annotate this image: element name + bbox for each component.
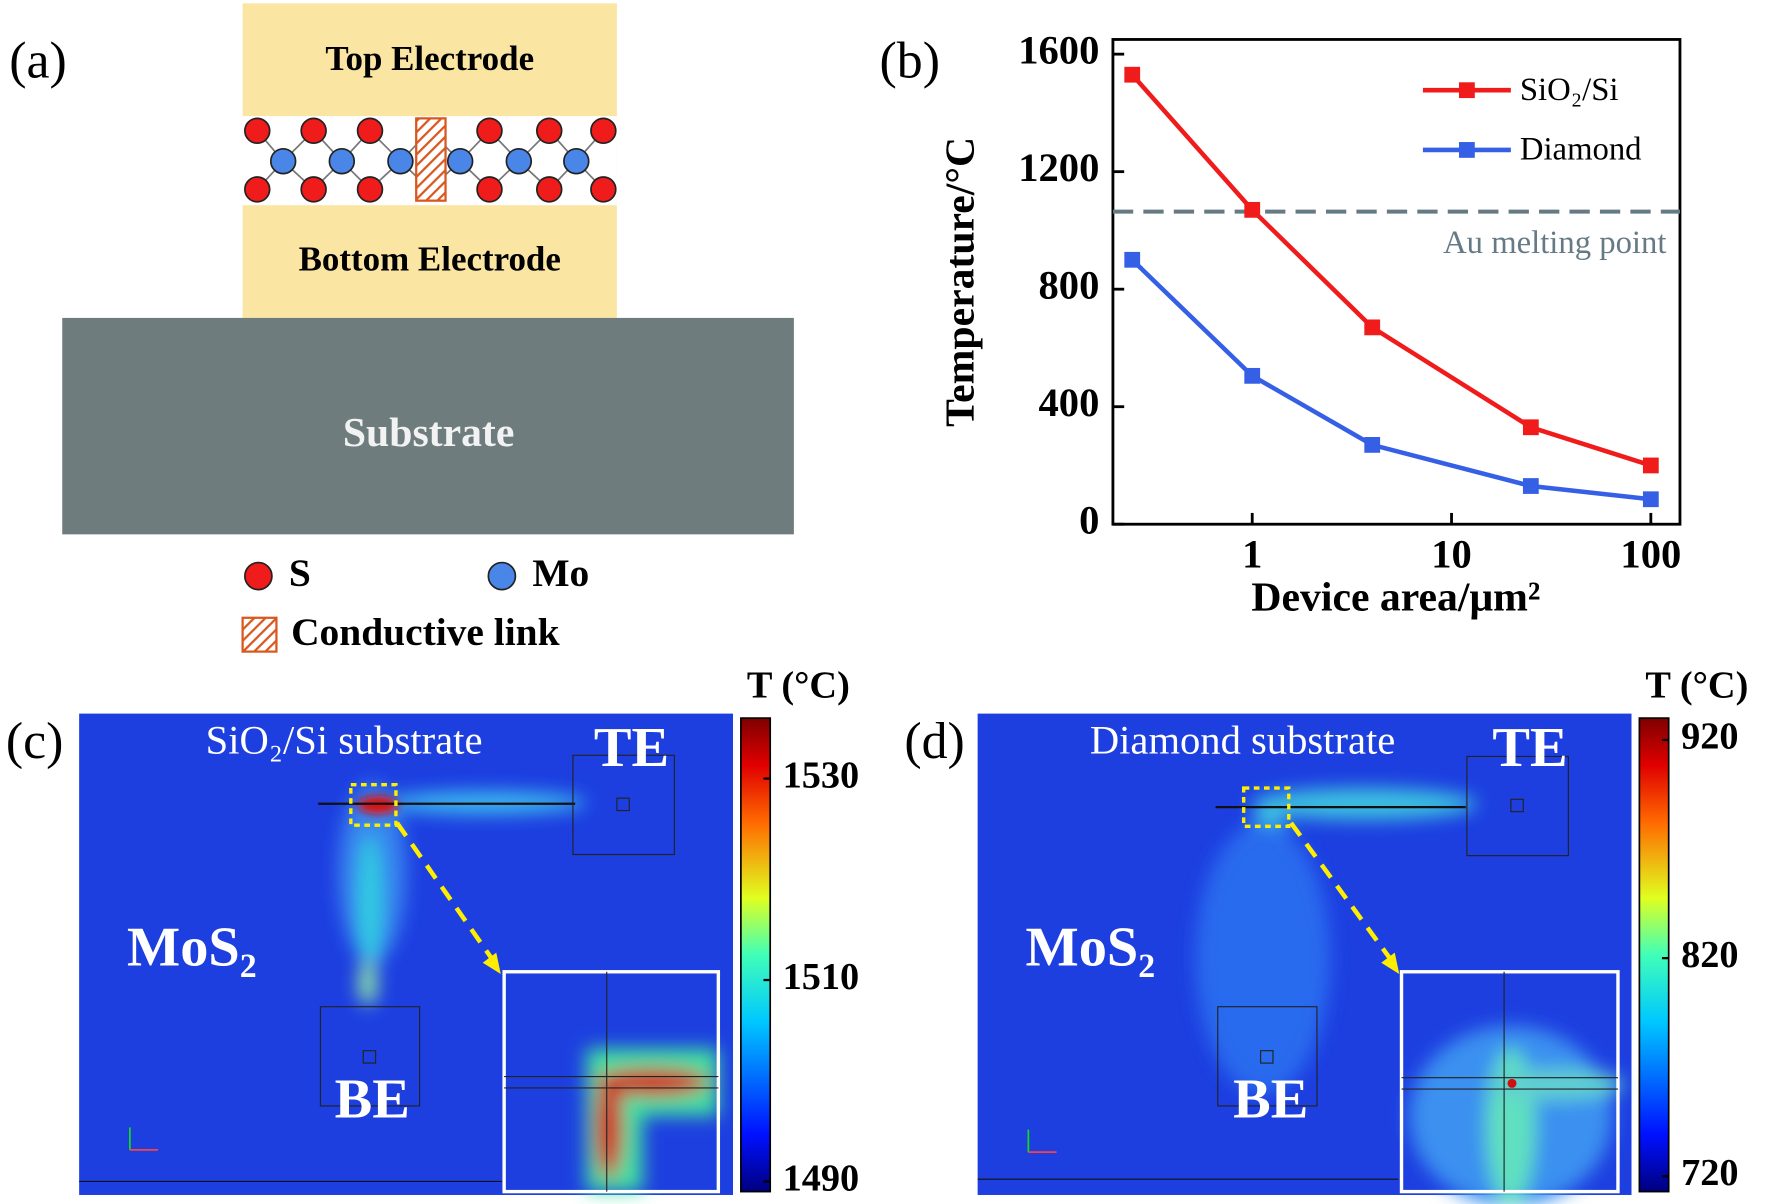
y-axis-label: Temperature/°C — [938, 137, 984, 427]
x-tick-label: 10 — [1431, 531, 1472, 576]
y-tick-label: 1600 — [1018, 27, 1099, 72]
map-title: Diamond substrate — [1090, 717, 1395, 762]
legend-marker — [1459, 82, 1475, 99]
colorbar-tick-label: 820 — [1681, 934, 1738, 976]
series-line — [1130, 258, 1652, 502]
data-point — [1522, 478, 1539, 494]
label: Top Electrode — [325, 39, 534, 78]
legend-label: Mo — [532, 551, 589, 595]
substrate — [62, 317, 794, 535]
panel-label: (d) — [904, 713, 964, 770]
label: Substrate — [343, 410, 514, 456]
s-atoms — [244, 117, 617, 203]
electrode-label: BE — [1233, 1069, 1308, 1131]
data-point — [1522, 419, 1539, 436]
y-tick-label: 800 — [1039, 262, 1100, 307]
panel-a: (a) Top Electrode Bottom Electrode Subst… — [9, 3, 794, 654]
electrode-label: TE — [1492, 717, 1567, 779]
conductive-link — [415, 117, 447, 202]
map-title: SiO₂/Si substrate — [206, 717, 483, 762]
panel-label: (b) — [880, 32, 940, 89]
panel-b: (b) Device area/μm² Temperature/°C 0 400 8… — [880, 27, 1682, 620]
panel-label: (c) — [6, 713, 64, 770]
data-point — [1124, 251, 1141, 268]
colorbar-tick-label: 920 — [1681, 716, 1738, 758]
colorbar-tick-label: 720 — [1681, 1152, 1738, 1194]
panel-label: (a) — [9, 32, 67, 89]
x-tick-label: 100 — [1620, 531, 1681, 576]
material-label: MoS₂ — [127, 917, 257, 979]
colorbar-tick-label: 1510 — [783, 956, 860, 998]
colorbar-title: T (°C) — [747, 665, 850, 707]
data-point — [1642, 491, 1659, 508]
legend-label: S — [289, 551, 311, 595]
legend-label: SiO₂/Si — [1520, 72, 1619, 108]
data-point — [1642, 457, 1659, 474]
electrode-label: TE — [594, 717, 669, 779]
colorbar — [1638, 717, 1670, 1193]
colorbar-title: T (°C) — [1645, 665, 1748, 707]
colorbar-tick-label: 1490 — [783, 1157, 860, 1199]
legend-label: Conductive link — [291, 610, 560, 654]
annotation: Au melting point — [1443, 225, 1666, 261]
x-tick-label: 1 — [1242, 531, 1262, 576]
legend-marker — [1459, 142, 1475, 158]
y-tick-label: 0 — [1079, 498, 1099, 543]
mo-atoms — [269, 147, 590, 175]
plot-frame — [1111, 38, 1682, 526]
y-tick-label: 1200 — [1018, 145, 1099, 190]
data-point — [1364, 319, 1381, 336]
data-point — [1364, 436, 1381, 453]
data-point — [1244, 367, 1261, 384]
panel-c — [79, 713, 733, 1195]
colorbar — [740, 717, 772, 1193]
label: Bottom Electrode — [299, 240, 561, 279]
electrode-label: BE — [335, 1069, 410, 1131]
y-tick-label: 400 — [1039, 380, 1100, 425]
x-axis-label: Device area/μm² — [1251, 574, 1540, 620]
colorbar-tick-label: 1530 — [783, 754, 860, 796]
legend-label: Diamond — [1520, 132, 1642, 168]
data-point — [1244, 201, 1261, 218]
data-point — [1124, 66, 1141, 83]
material-label: MoS₂ — [1026, 917, 1156, 979]
panel-d — [977, 713, 1632, 1204]
